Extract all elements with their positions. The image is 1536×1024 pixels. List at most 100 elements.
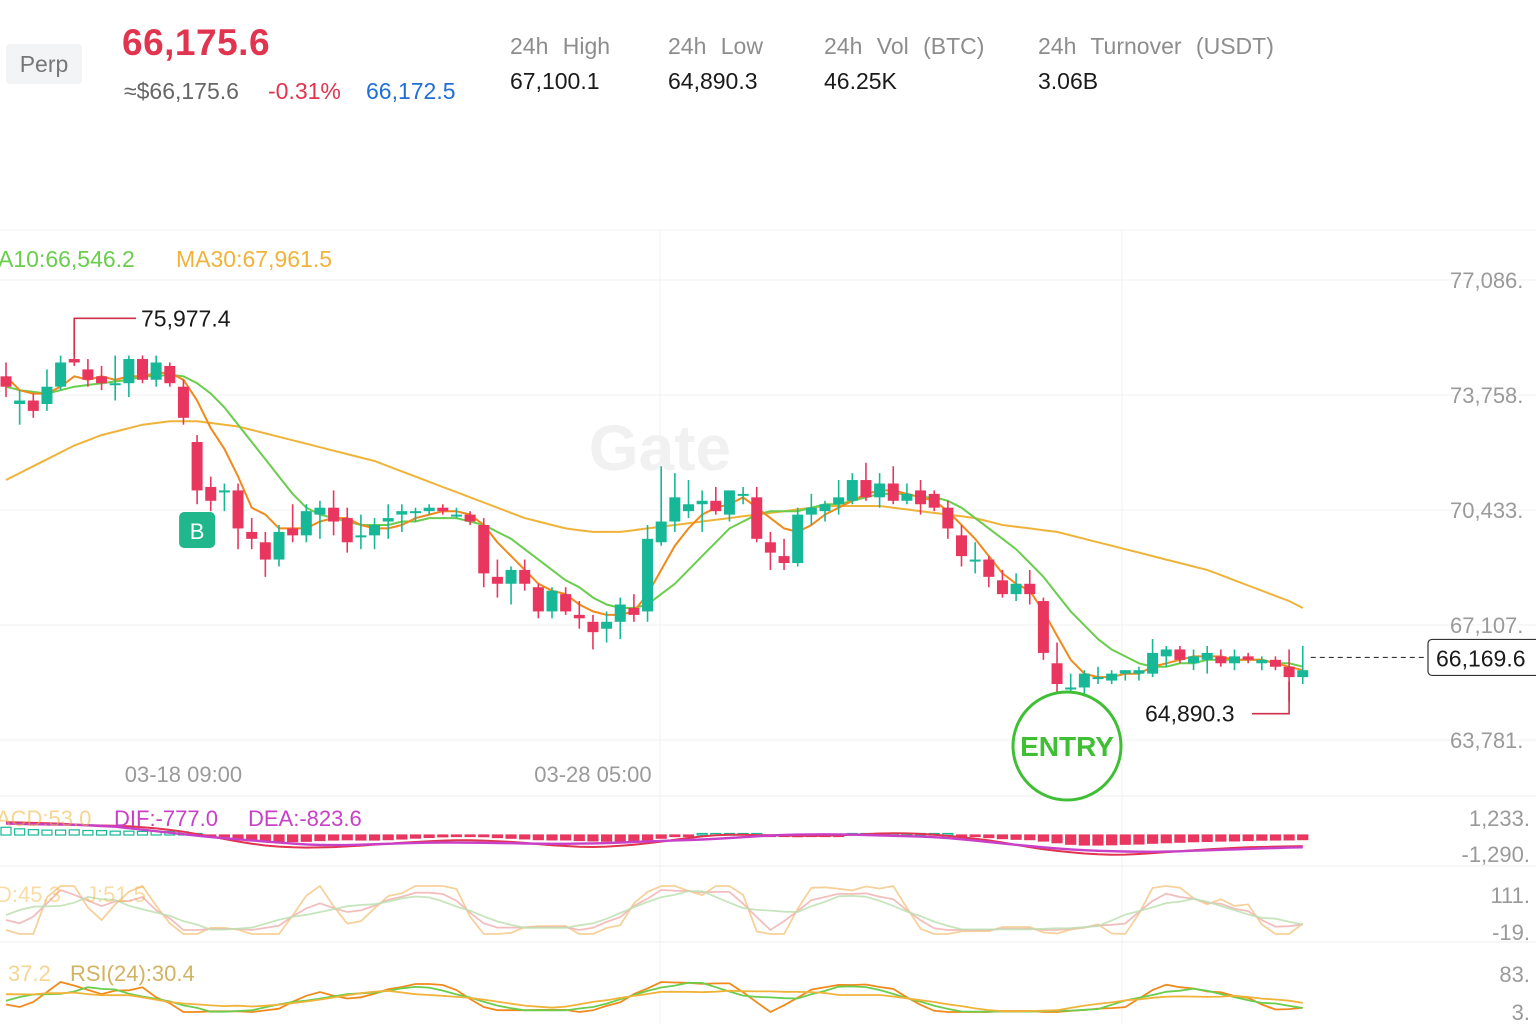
candle — [27, 393, 39, 418]
macd-bar — [1065, 834, 1077, 845]
macd-bar — [218, 834, 230, 838]
macd-bar — [109, 830, 121, 836]
candle-body — [1269, 659, 1281, 667]
candle — [14, 390, 26, 425]
low-price-label: 64,890.3 — [1145, 701, 1235, 727]
candle-body — [573, 614, 585, 619]
candle-body — [628, 607, 640, 615]
macd-bar — [969, 834, 981, 838]
mark-price: 66,172.5 — [366, 78, 456, 104]
macd-bar — [123, 830, 135, 836]
macd-bar — [1078, 834, 1090, 846]
candle-body — [642, 538, 654, 612]
watermark-text: Gate — [589, 412, 731, 484]
macd-bar — [532, 834, 544, 841]
candle — [683, 480, 694, 519]
dea-label: DEA:-823.6 — [248, 806, 362, 831]
candle-body — [833, 497, 845, 505]
candle-body — [846, 480, 858, 501]
candle — [614, 597, 626, 640]
candle — [628, 594, 640, 622]
macd-bar — [368, 834, 381, 841]
candle-body — [996, 580, 1008, 595]
candle — [491, 559, 503, 598]
ma30-label: MA30:67,961.5 — [176, 246, 332, 272]
current-price-box — [1427, 638, 1536, 677]
candle-body — [355, 535, 367, 538]
candle — [587, 614, 599, 650]
candle — [1229, 649, 1240, 671]
candle — [642, 524, 654, 622]
indicator-tick-label: 3. — [1512, 1000, 1530, 1024]
candle — [846, 473, 858, 505]
macd-bar — [300, 834, 312, 842]
candle-body — [177, 386, 189, 418]
candle-body — [1065, 687, 1077, 690]
candle — [341, 507, 353, 553]
candle-body — [410, 511, 421, 514]
candle — [437, 504, 449, 515]
candle — [505, 566, 517, 605]
kdj-d-line — [5, 890, 1303, 931]
macd-bar — [1133, 834, 1145, 845]
candle-body — [519, 569, 531, 584]
candle-body — [1201, 652, 1213, 660]
candle — [137, 355, 148, 384]
macd-bar — [464, 834, 476, 838]
macd-bar — [1228, 834, 1241, 842]
candle-body — [1119, 670, 1131, 674]
candle — [546, 587, 558, 619]
candle-body — [1133, 670, 1145, 674]
candle-body — [1229, 656, 1240, 664]
candle-body — [915, 490, 927, 505]
entry-circle — [1011, 690, 1123, 802]
candle-body — [341, 518, 353, 543]
high-marker-line — [73, 317, 136, 357]
macd-bar — [1010, 834, 1022, 840]
macd-bar — [396, 834, 408, 840]
candle-body — [369, 524, 381, 536]
macd-bar — [669, 834, 681, 838]
indicator-tick-label: 111. — [1490, 883, 1530, 908]
macd-bar — [1146, 834, 1159, 844]
perp-badge[interactable]: Perp — [6, 44, 82, 84]
candle-body — [150, 362, 162, 380]
macd-bar — [328, 834, 340, 841]
candle — [1242, 652, 1254, 664]
candle-body — [601, 621, 613, 629]
candle-body — [27, 400, 39, 411]
candle — [273, 524, 285, 567]
candle — [723, 490, 735, 522]
indicator-tick-label: 83. — [1499, 962, 1530, 987]
candle-body — [437, 507, 449, 512]
candle-body — [1051, 663, 1063, 685]
candle-body — [874, 483, 886, 498]
macd-bar — [136, 830, 149, 836]
candle — [1092, 666, 1104, 685]
macd-bar — [1024, 834, 1036, 841]
candle — [969, 542, 981, 574]
candle-body — [246, 531, 258, 539]
candle-body — [764, 542, 776, 553]
candle — [983, 556, 995, 588]
indicator-tick-label: -1,290. — [1462, 842, 1531, 867]
rsi-label: 37.2 — [8, 961, 51, 986]
candle — [1119, 670, 1131, 681]
candle-body — [560, 594, 572, 612]
candle-body — [751, 497, 763, 539]
candle — [232, 483, 244, 550]
indicator-panels: 1,233. -1,290. 111. -19. 83. 3. — [0, 806, 1531, 1024]
candle-body — [546, 590, 558, 612]
entry-label: ENTRY — [1020, 731, 1114, 762]
candle — [1010, 573, 1022, 602]
stat-low-value: 64,890.3 — [668, 68, 758, 94]
candle — [396, 504, 408, 532]
candle — [246, 518, 258, 550]
rsi12-line — [5, 981, 1303, 1013]
candle — [355, 514, 367, 550]
candle — [1133, 666, 1145, 681]
candle — [942, 500, 954, 539]
x-tick-label: 03-18 09:00 — [125, 762, 242, 787]
candle-body — [1092, 677, 1104, 680]
